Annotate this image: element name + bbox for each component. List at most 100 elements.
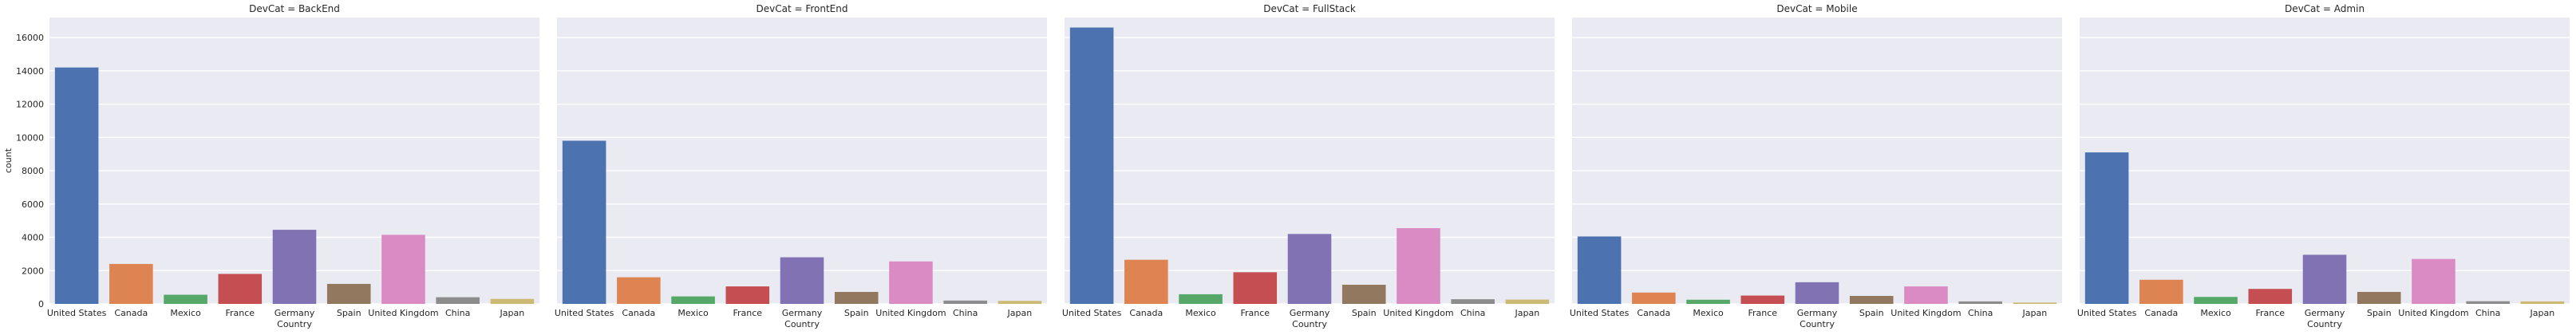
x-tick-label: Japan — [1007, 308, 1033, 318]
x-tick-label: United States — [47, 308, 107, 318]
x-tick-label: Canada — [622, 308, 655, 318]
bar-mexico — [671, 296, 715, 304]
bar-china — [436, 297, 480, 304]
bar-japan — [1505, 299, 1550, 304]
x-tick-label: Canada — [114, 308, 148, 318]
bar-spain — [2357, 291, 2401, 304]
bar-united-states — [1577, 236, 1622, 304]
y-tick-label: 4000 — [22, 233, 44, 243]
x-tick-label: United Kingdom — [2398, 308, 2468, 318]
x-tick-label: China — [2475, 308, 2500, 318]
bar-united-states — [562, 140, 606, 304]
x-tick-label: China — [1460, 308, 1485, 318]
x-tick-label: Japan — [500, 308, 525, 318]
x-tick-label: Mexico — [170, 308, 201, 318]
bar-germany — [272, 230, 317, 304]
bar-france — [725, 286, 770, 304]
bar-spain — [834, 291, 879, 304]
x-tick-label: United Kingdom — [875, 308, 946, 318]
bar-germany — [1287, 234, 1332, 304]
x-tick-label: United Kingdom — [368, 308, 438, 318]
bar-spain — [1849, 295, 1894, 304]
bar-canada — [2139, 279, 2183, 304]
bar-france — [1740, 295, 1785, 304]
x-tick-label: Germany — [782, 308, 823, 318]
x-axis-label: Country — [1800, 319, 1835, 329]
y-tick-label: 2000 — [22, 266, 44, 276]
x-tick-label: China — [445, 308, 470, 318]
bar-canada — [1124, 259, 1168, 304]
x-tick-label: United States — [2077, 308, 2137, 318]
bar-canada — [617, 277, 661, 304]
y-tick-label: 10000 — [16, 132, 44, 143]
bar-china — [2466, 301, 2510, 304]
x-tick-label: Spain — [1859, 308, 1884, 318]
bar-germany — [1795, 282, 1839, 304]
x-tick-label: Germany — [2305, 308, 2345, 318]
y-tick-label: 16000 — [16, 33, 44, 43]
x-axis-label: Country — [277, 319, 312, 329]
x-tick-label: France — [2255, 308, 2285, 318]
x-tick-label: France — [1240, 308, 1270, 318]
x-tick-label: United Kingdom — [1891, 308, 1961, 318]
x-axis-label: Country — [784, 319, 820, 329]
bar-canada — [1632, 292, 1676, 304]
bar-japan — [490, 298, 535, 304]
x-tick-label: Canada — [2144, 308, 2178, 318]
y-tick-label: 8000 — [22, 166, 44, 176]
x-tick-label: China — [1968, 308, 1993, 318]
bar-france — [1233, 272, 1278, 304]
bar-china — [1958, 301, 2002, 304]
facet-panel-background — [1572, 18, 2062, 304]
bar-spain — [326, 283, 371, 304]
bar-united-kingdom — [1397, 228, 1440, 304]
x-axis-label: Country — [1292, 319, 1327, 329]
bar-china — [943, 300, 987, 304]
bar-united-states — [54, 67, 99, 305]
facet-title: DevCat = FullStack — [1263, 3, 1356, 14]
bar-united-states — [2084, 152, 2129, 304]
x-tick-label: Germany — [1797, 308, 1838, 318]
bar-mexico — [1686, 299, 1730, 304]
bar-united-kingdom — [889, 261, 933, 304]
x-tick-label: Canada — [1637, 308, 1670, 318]
y-tick-label: 0 — [38, 299, 44, 309]
x-tick-label: Spain — [2367, 308, 2392, 318]
x-tick-label: Germany — [275, 308, 315, 318]
bar-japan — [2013, 302, 2057, 304]
bar-germany — [780, 257, 824, 304]
bar-canada — [109, 263, 153, 304]
x-tick-label: Japan — [2530, 308, 2555, 318]
x-tick-label: Germany — [1290, 308, 1330, 318]
x-tick-label: China — [953, 308, 978, 318]
y-tick-label: 6000 — [22, 199, 44, 210]
bar-mexico — [2194, 297, 2238, 304]
x-tick-label: Spain — [337, 308, 362, 318]
x-tick-label: United Kingdom — [1383, 308, 1453, 318]
facet-panel-background — [557, 18, 1047, 304]
bar-mexico — [164, 294, 207, 304]
y-tick-label: 14000 — [16, 66, 44, 77]
bar-china — [1451, 299, 1495, 304]
y-tick-label: 12000 — [16, 100, 44, 110]
x-tick-label: France — [733, 308, 762, 318]
bar-japan — [998, 301, 1042, 304]
bar-united-kingdom — [1904, 286, 1948, 304]
x-tick-label: Spain — [844, 308, 869, 318]
bar-germany — [2302, 254, 2347, 304]
x-tick-label: Japan — [2022, 308, 2048, 318]
x-tick-label: United States — [555, 308, 614, 318]
facet-title: DevCat = BackEnd — [249, 3, 340, 14]
x-tick-label: Spain — [1352, 308, 1377, 318]
x-tick-label: Mexico — [2200, 308, 2231, 318]
x-tick-label: France — [1748, 308, 1777, 318]
bar-spain — [1341, 284, 1386, 304]
x-tick-label: Mexico — [1693, 308, 1724, 318]
facet-title: DevCat = Admin — [2285, 3, 2365, 14]
x-axis-label: Country — [2307, 319, 2342, 329]
x-tick-label: United States — [1570, 308, 1630, 318]
bar-united-states — [1069, 27, 1114, 304]
x-tick-label: Mexico — [1185, 308, 1216, 318]
x-tick-label: Japan — [1515, 308, 1540, 318]
x-tick-label: France — [225, 308, 255, 318]
